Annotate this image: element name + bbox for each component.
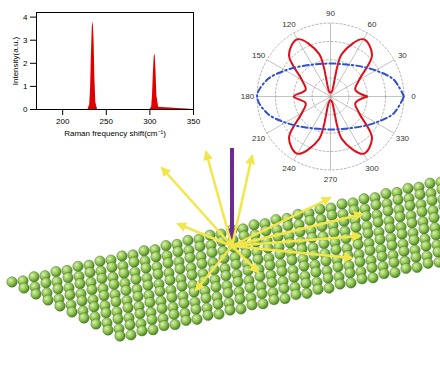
svg-text:90: 90 xyxy=(326,9,335,18)
svg-text:240: 240 xyxy=(282,164,296,173)
svg-text:3: 3 xyxy=(23,36,28,45)
svg-text:2: 2 xyxy=(23,59,28,68)
svg-text:0: 0 xyxy=(411,92,416,101)
svg-text:200: 200 xyxy=(56,117,70,126)
svg-text:330: 330 xyxy=(396,134,410,143)
svg-text:1: 1 xyxy=(23,82,28,91)
svg-text:300: 300 xyxy=(143,117,157,126)
svg-text:150: 150 xyxy=(252,51,266,60)
svg-text:0: 0 xyxy=(23,105,28,114)
svg-text:210: 210 xyxy=(252,134,266,143)
svg-text:250: 250 xyxy=(100,117,114,126)
svg-text:350: 350 xyxy=(187,117,201,126)
svg-text:270: 270 xyxy=(324,175,338,184)
svg-text:300: 300 xyxy=(365,164,379,173)
svg-text:60: 60 xyxy=(368,20,377,29)
svg-text:Raman frequency shift(cm⁻¹): Raman frequency shift(cm⁻¹) xyxy=(64,129,166,138)
svg-text:120: 120 xyxy=(282,20,296,29)
svg-text:30: 30 xyxy=(398,51,407,60)
svg-text:4: 4 xyxy=(23,13,28,22)
svg-text:Intensity(a.u.): Intensity(a.u.) xyxy=(11,36,20,85)
svg-text:180: 180 xyxy=(241,92,255,101)
